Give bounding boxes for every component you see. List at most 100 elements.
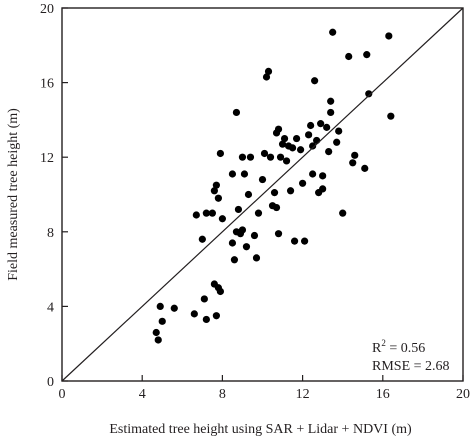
data-point-6 <box>200 295 208 303</box>
x-tick-label: 0 <box>59 387 66 402</box>
ticks-layer: 0 4 8 12 16 20 0 4 8 12 16 20 <box>40 2 470 402</box>
data-point-65 <box>313 136 321 145</box>
data-point-73 <box>327 97 335 105</box>
data-point-28 <box>232 108 241 117</box>
data-point-50 <box>280 134 289 143</box>
data-point-61 <box>307 121 315 130</box>
data-point-20 <box>216 149 224 158</box>
x-tick-label: 12 <box>296 387 310 402</box>
data-point-63 <box>309 170 317 178</box>
data-point-34 <box>250 231 259 240</box>
data-point-22 <box>230 256 239 264</box>
r2-annotation: R2 = 0.56 <box>372 338 425 356</box>
data-point-75 <box>333 138 341 146</box>
data-point-76 <box>335 127 343 135</box>
data-point-13 <box>198 235 206 243</box>
data-point-60 <box>305 131 313 139</box>
data-point-58 <box>299 179 307 187</box>
data-point-70 <box>323 123 331 131</box>
y-tick-label: 16 <box>40 77 54 92</box>
data-point-85 <box>387 112 395 120</box>
data-point-19 <box>218 215 226 223</box>
x-tick-label: 20 <box>456 387 470 402</box>
data-point-11 <box>214 284 222 292</box>
data-point-57 <box>296 146 305 154</box>
rmse-annotation: RMSE = 2.68 <box>372 359 450 374</box>
data-point-82 <box>363 51 371 59</box>
x-tick-label: 8 <box>219 387 226 402</box>
data-point-55 <box>290 237 299 245</box>
data-point-14 <box>202 209 210 217</box>
data-point-31 <box>244 190 253 199</box>
data-point-67 <box>317 120 325 128</box>
data-point-16 <box>210 187 218 195</box>
reference-line <box>61 7 464 382</box>
data-point-64 <box>311 77 319 85</box>
data-point-36 <box>254 209 263 217</box>
x-axis-label: Estimated tree height using SAR + Lidar … <box>109 422 412 437</box>
data-point-78 <box>345 52 353 61</box>
x-tick-label: 16 <box>376 387 390 402</box>
data-point-21 <box>228 239 237 247</box>
plot-frame <box>61 7 464 382</box>
data-point-1 <box>154 336 162 344</box>
data-point-74 <box>329 28 337 36</box>
data-point-68 <box>319 185 327 193</box>
data-point-84 <box>385 32 393 40</box>
data-point-4 <box>170 304 178 312</box>
data-point-81 <box>361 164 369 172</box>
data-point-18 <box>214 194 222 202</box>
data-point-45 <box>274 230 283 238</box>
data-point-8 <box>212 312 220 320</box>
data-point-26 <box>238 226 247 234</box>
y-tick-label: 8 <box>47 226 54 241</box>
data-point-17 <box>212 181 220 189</box>
r2-value: = 0.56 <box>386 341 425 356</box>
data-point-3 <box>158 317 166 325</box>
data-point-72 <box>327 108 335 117</box>
data-point-15 <box>208 209 216 217</box>
data-point-53 <box>286 187 295 195</box>
data-point-35 <box>252 254 261 262</box>
data-point-79 <box>349 159 357 167</box>
data-point-0 <box>152 328 160 337</box>
data-point-7 <box>202 315 210 324</box>
data-point-71 <box>325 148 333 156</box>
data-point-40 <box>264 67 273 76</box>
data-point-32 <box>246 153 255 161</box>
y-tick-label: 12 <box>40 151 54 166</box>
data-point-44 <box>272 203 281 212</box>
data-point-27 <box>228 170 237 178</box>
data-point-59 <box>301 237 309 245</box>
r2-exponent: 2 <box>381 338 386 348</box>
data-point-2 <box>156 302 164 310</box>
data-point-47 <box>274 125 283 133</box>
data-point-54 <box>288 144 297 152</box>
data-point-29 <box>238 153 247 161</box>
x-tick-label: 4 <box>139 387 146 402</box>
data-point-56 <box>292 134 301 143</box>
data-point-69 <box>319 172 327 180</box>
y-axis-label: Field measured tree height (m) <box>6 108 21 281</box>
data-point-80 <box>351 151 359 159</box>
data-point-41 <box>266 153 275 161</box>
data-point-5 <box>190 310 198 318</box>
data-point-33 <box>242 243 251 251</box>
data-point-38 <box>260 149 269 158</box>
y-tick-label: 0 <box>47 375 54 390</box>
data-point-49 <box>278 140 287 148</box>
y-tick-label: 20 <box>40 2 54 17</box>
data-point-48 <box>276 153 285 161</box>
y-tick-label: 4 <box>47 300 54 315</box>
data-point-62 <box>309 142 317 150</box>
data-point-77 <box>339 209 347 217</box>
r2-prefix: R <box>372 341 382 356</box>
points-layer <box>152 28 395 344</box>
data-point-37 <box>258 175 267 184</box>
data-point-43 <box>270 189 279 197</box>
data-point-12 <box>192 211 200 219</box>
data-point-83 <box>365 90 373 98</box>
data-point-24 <box>234 205 243 214</box>
